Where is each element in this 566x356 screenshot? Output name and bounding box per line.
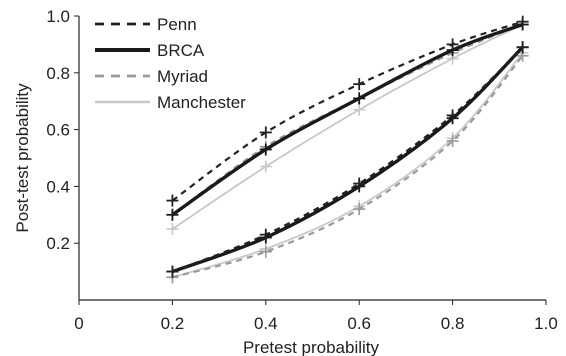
data-point-penn-positive bbox=[259, 126, 272, 139]
legend-item-manchester: Manchester bbox=[95, 93, 246, 112]
data-point-brca-positive bbox=[259, 143, 272, 156]
series-line-manchester-negative bbox=[172, 52, 524, 279]
data-point-manchester-positive bbox=[353, 103, 366, 116]
legend-label: BRCA bbox=[157, 41, 205, 60]
legend-item-penn: Penn bbox=[95, 15, 197, 34]
x-tick-label: 0.4 bbox=[254, 314, 278, 333]
legend-item-brca: BRCA bbox=[95, 41, 205, 60]
y-tick-label: 0.8 bbox=[46, 64, 70, 83]
data-point-penn-positive bbox=[166, 194, 179, 207]
data-point-penn-negative bbox=[446, 109, 459, 122]
x-tick-label: 0.8 bbox=[441, 314, 465, 333]
x-tick-label: 1.0 bbox=[534, 314, 558, 333]
x-axis-title: Pretest probability bbox=[243, 338, 380, 356]
legend-label: Manchester bbox=[157, 93, 246, 112]
data-point-penn-positive bbox=[353, 78, 366, 91]
data-point-penn-positive bbox=[446, 38, 459, 51]
data-point-penn-negative bbox=[353, 177, 366, 190]
y-tick-label: 0.2 bbox=[46, 234, 70, 253]
legend-item-myriad: Myriad bbox=[95, 67, 208, 86]
data-point-manchester-positive bbox=[259, 160, 272, 173]
series-line-penn-negative bbox=[171, 46, 524, 273]
series-line-brca-negative bbox=[171, 46, 524, 274]
legend-label: Myriad bbox=[157, 67, 208, 86]
data-point-penn-negative bbox=[166, 265, 179, 278]
data-point-penn-negative bbox=[259, 228, 272, 241]
x-tick-label: 0.6 bbox=[347, 314, 371, 333]
x-tick-label: 0.2 bbox=[161, 314, 185, 333]
y-tick-label: 1.0 bbox=[46, 7, 70, 26]
data-point-myriad-negative bbox=[353, 203, 366, 216]
y-tick-label: 0.6 bbox=[46, 121, 70, 140]
axes: 0 0.2 0.4 0.6 0.8 1.0 0.2 0.4 0.6 0.8 1.0 bbox=[46, 7, 557, 333]
data-point-myriad-negative bbox=[259, 245, 272, 258]
series-line-myriad-negative bbox=[172, 55, 524, 279]
series-layer bbox=[166, 15, 529, 284]
series-line-manchester-positive bbox=[171, 23, 524, 230]
legend: Penn BRCA Myriad Manchester bbox=[95, 15, 246, 112]
data-point-penn-positive bbox=[516, 15, 529, 28]
data-point-myriad-negative bbox=[446, 134, 459, 147]
x-tick-label: 0 bbox=[74, 314, 83, 333]
y-tick-label: 0.4 bbox=[46, 177, 70, 196]
y-axis-title: Post-test probability bbox=[13, 83, 32, 233]
data-point-manchester-positive bbox=[166, 223, 179, 235]
legend-label: Penn bbox=[157, 15, 197, 34]
data-point-brca-positive bbox=[353, 92, 366, 105]
data-point-penn-negative bbox=[516, 41, 529, 54]
data-point-brca-positive bbox=[166, 208, 179, 221]
